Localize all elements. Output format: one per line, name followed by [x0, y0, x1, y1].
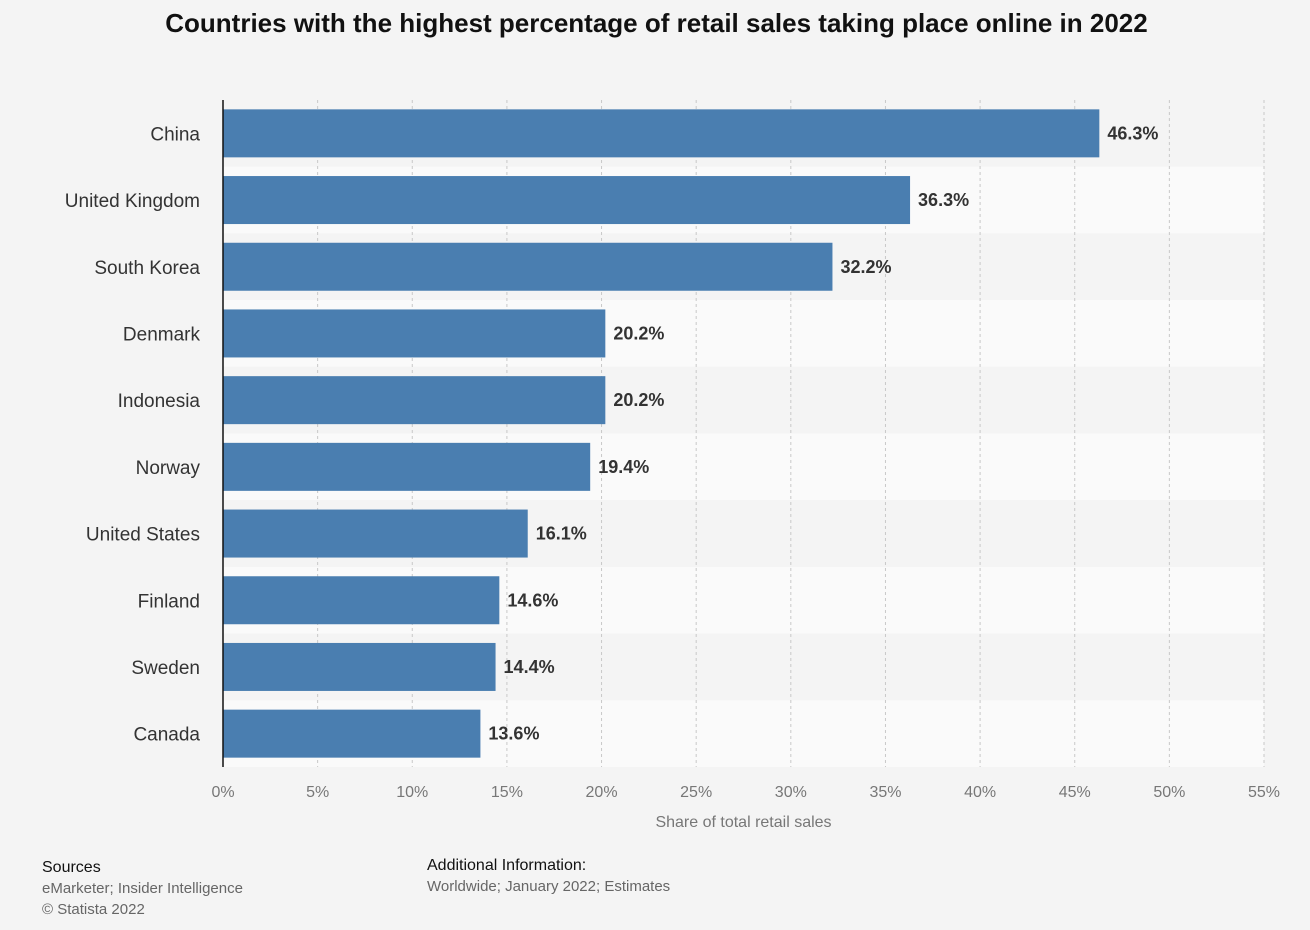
- value-label: 36.3%: [918, 190, 969, 210]
- bar: [223, 309, 606, 358]
- x-tick-label: 40%: [964, 784, 996, 801]
- category-label: Sweden: [131, 658, 200, 679]
- category-label: United Kingdom: [65, 191, 200, 212]
- bar: [223, 376, 606, 425]
- category-label: South Korea: [94, 258, 200, 279]
- additional-info-heading: Additional Information:: [427, 857, 587, 874]
- x-tick-label: 50%: [1153, 784, 1185, 801]
- bar: [223, 176, 911, 225]
- x-tick-label: 25%: [680, 784, 712, 801]
- value-label: 20.2%: [613, 323, 664, 343]
- value-label: 20.2%: [613, 390, 664, 410]
- category-label: United States: [86, 525, 200, 546]
- x-tick-label: 20%: [586, 784, 618, 801]
- sources-text: eMarketer; Insider Intelligence: [42, 880, 243, 897]
- sources-heading: Sources: [42, 859, 101, 876]
- copyright-text: © Statista 2022: [42, 901, 145, 918]
- value-label: 46.3%: [1107, 123, 1158, 143]
- x-tick-label: 0%: [211, 784, 234, 801]
- value-label: 14.4%: [504, 657, 555, 677]
- category-label: Indonesia: [118, 391, 201, 412]
- value-label: 19.4%: [598, 457, 649, 477]
- category-label: Norway: [136, 458, 201, 479]
- category-label: Denmark: [123, 324, 201, 345]
- value-label: 14.6%: [507, 590, 558, 610]
- bar: [223, 709, 481, 758]
- value-label: 13.6%: [488, 724, 539, 744]
- bar: [223, 509, 528, 558]
- x-tick-label: 45%: [1059, 784, 1091, 801]
- sources-block: Sources eMarketer; Insider Intelligence …: [42, 858, 243, 920]
- x-tick-label: 5%: [306, 784, 329, 801]
- x-tick-label: 30%: [775, 784, 807, 801]
- x-axis-title: Share of total retail sales: [655, 814, 831, 831]
- bar: [223, 442, 591, 491]
- value-label: 16.1%: [536, 524, 587, 544]
- category-label: Canada: [133, 725, 200, 746]
- x-tick-label: 15%: [491, 784, 523, 801]
- bar: [223, 576, 500, 625]
- additional-info-block: Additional Information: Worldwide; Janua…: [427, 856, 670, 897]
- category-label: Finland: [138, 591, 200, 612]
- additional-info-text: Worldwide; January 2022; Estimates: [427, 878, 671, 895]
- bar: [223, 109, 1100, 158]
- bar: [223, 242, 833, 291]
- category-label: China: [150, 124, 200, 145]
- bar: [223, 642, 496, 691]
- x-tick-label: 10%: [396, 784, 428, 801]
- value-label: 32.2%: [840, 257, 891, 277]
- x-tick-label: 35%: [869, 784, 901, 801]
- x-tick-label: 55%: [1248, 784, 1280, 801]
- chart-title: Countries with the highest percentage of…: [165, 8, 1148, 38]
